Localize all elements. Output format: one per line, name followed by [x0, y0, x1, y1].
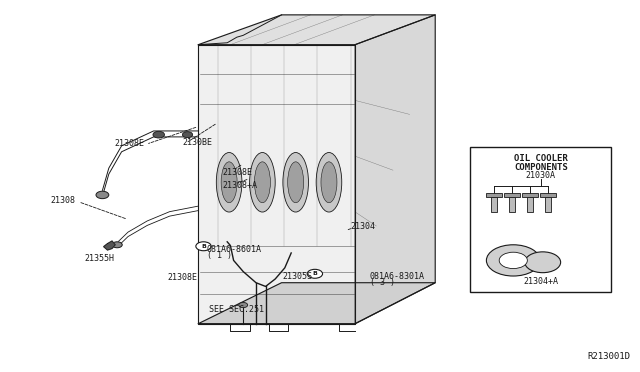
Bar [486, 193, 502, 197]
Circle shape [525, 252, 561, 273]
Ellipse shape [316, 153, 342, 212]
Circle shape [153, 131, 164, 138]
Ellipse shape [221, 162, 237, 203]
Circle shape [196, 242, 211, 251]
Text: 2130BE: 2130BE [182, 138, 212, 147]
Text: 21355H: 21355H [84, 254, 114, 263]
Circle shape [239, 302, 248, 308]
Text: B: B [312, 271, 317, 276]
Bar [545, 197, 551, 212]
Bar [540, 193, 556, 197]
Polygon shape [355, 15, 435, 324]
Circle shape [96, 191, 109, 199]
Text: 21030A: 21030A [526, 171, 556, 180]
Text: 21304+A: 21304+A [524, 278, 558, 286]
Polygon shape [525, 251, 540, 269]
Circle shape [499, 252, 527, 269]
Ellipse shape [254, 162, 270, 203]
Circle shape [486, 245, 540, 276]
Ellipse shape [287, 162, 303, 203]
Polygon shape [198, 45, 355, 324]
Circle shape [182, 132, 193, 138]
Text: 21304: 21304 [351, 222, 376, 231]
Text: OIL COOLER: OIL COOLER [514, 154, 568, 163]
Text: 21308E: 21308E [168, 273, 197, 282]
Ellipse shape [321, 162, 337, 203]
Text: B: B [201, 244, 206, 249]
Text: 21308: 21308 [51, 196, 76, 205]
Ellipse shape [216, 153, 242, 212]
Bar [470, 147, 611, 292]
Circle shape [112, 242, 122, 248]
Bar [509, 197, 515, 212]
Circle shape [307, 269, 323, 278]
Text: R213001D: R213001D [588, 352, 630, 361]
Text: 21308E: 21308E [223, 169, 253, 177]
Ellipse shape [250, 153, 275, 212]
Text: 081A6-8301A: 081A6-8301A [370, 272, 425, 280]
Ellipse shape [283, 153, 308, 212]
Polygon shape [198, 15, 435, 45]
Text: COMPONENTS: COMPONENTS [514, 163, 568, 171]
Text: 21308E: 21308E [114, 139, 144, 148]
Text: SEE SEC.251: SEE SEC.251 [209, 305, 264, 314]
Bar [504, 193, 520, 197]
Text: ( 3 ): ( 3 ) [370, 278, 395, 287]
Text: ( 1 ): ( 1 ) [207, 251, 232, 260]
Text: 081A6-8601A: 081A6-8601A [207, 245, 262, 254]
Bar [522, 193, 538, 197]
Text: 21308+A: 21308+A [223, 182, 258, 190]
Polygon shape [104, 241, 115, 250]
Polygon shape [198, 283, 435, 324]
Bar [527, 197, 533, 212]
Bar [491, 197, 497, 212]
Text: 21305S: 21305S [282, 272, 312, 280]
